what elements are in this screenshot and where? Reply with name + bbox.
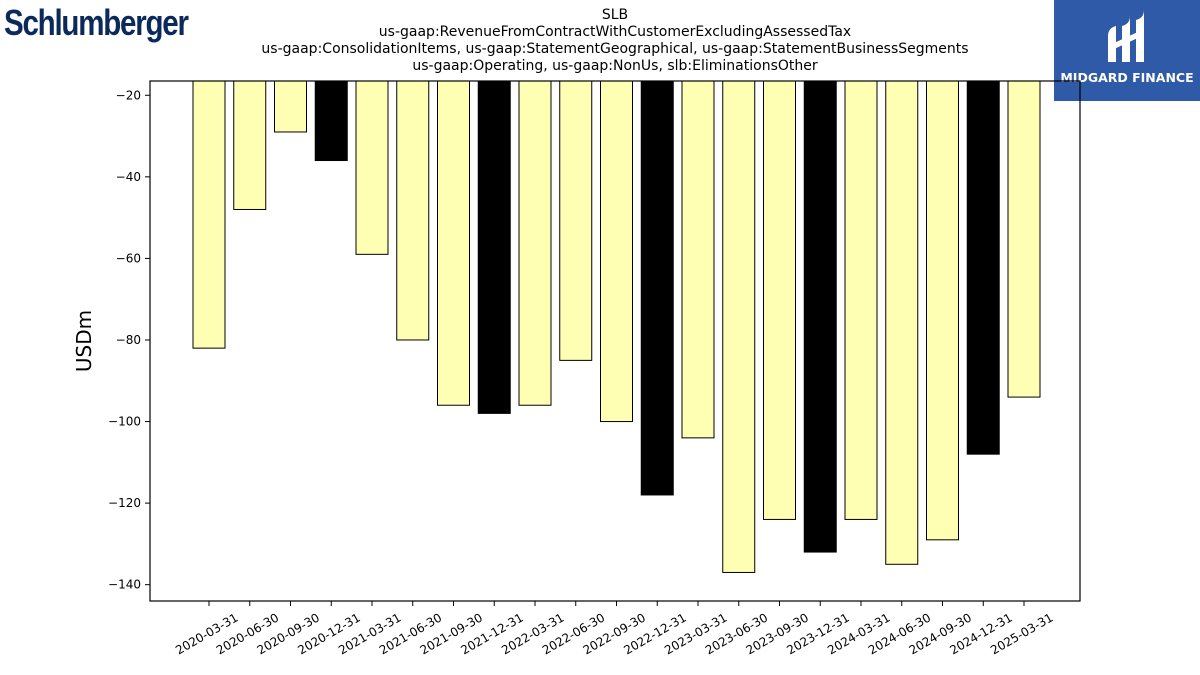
bar-2020-09-30 <box>274 80 307 133</box>
bar-2022-09-30 <box>600 80 633 423</box>
bar-2020-06-30 <box>233 80 267 210</box>
y-tick-label: −140 <box>108 578 141 592</box>
chart-subtitle-line-1: us-gaap:RevenueFromContractWithCustomerE… <box>378 24 852 40</box>
y-tick-label: −20 <box>116 88 141 102</box>
y-tick-label: −60 <box>116 251 141 265</box>
y-tick-label: −100 <box>108 415 141 429</box>
midgard-emblem-icon <box>1108 10 1144 62</box>
bar-2023-12-31 <box>803 80 837 553</box>
plot-frame <box>149 80 1081 602</box>
y-tick-label: −120 <box>108 496 141 510</box>
bar-2022-03-31 <box>518 80 552 406</box>
bar-2024-06-30 <box>885 80 919 565</box>
bar-2020-03-31 <box>192 80 226 349</box>
y-axis-label: USDm <box>72 310 96 372</box>
bar-2023-03-31 <box>681 80 715 439</box>
bar-2021-09-30 <box>437 80 470 406</box>
midgard-finance-label: MIDGARD FINANCE <box>1060 70 1194 85</box>
bar-2020-12-31 <box>314 80 348 162</box>
schlumberger-logo: Schlumberger <box>4 2 189 43</box>
bar-2024-09-30 <box>926 80 959 541</box>
bar-2021-12-31 <box>477 80 511 414</box>
bar-2022-06-30 <box>559 80 593 361</box>
chart-titles: SLB us-gaap:RevenueFromContractWithCusto… <box>200 7 1030 75</box>
bar-2022-12-31 <box>640 80 674 496</box>
chart-title: SLB <box>601 7 629 23</box>
y-tick-label: −80 <box>116 333 141 347</box>
bar-2021-06-30 <box>396 80 430 341</box>
bar-2023-06-30 <box>722 80 756 573</box>
bar-2024-12-31 <box>966 80 1000 455</box>
midgard-finance-logo: MIDGARD FINANCE <box>1054 0 1200 101</box>
bar-2023-09-30 <box>763 80 796 520</box>
bar-2025-03-31 <box>1007 80 1041 398</box>
chart-subtitle-line-3: us-gaap:Operating, us-gaap:NonUs, slb:El… <box>412 58 818 74</box>
bar-2021-03-31 <box>355 80 389 255</box>
chart-subtitle-line-2: us-gaap:ConsolidationItems, us-gaap:Stat… <box>261 41 969 57</box>
y-tick-label: −40 <box>116 170 141 184</box>
bar-2024-03-31 <box>844 80 878 520</box>
